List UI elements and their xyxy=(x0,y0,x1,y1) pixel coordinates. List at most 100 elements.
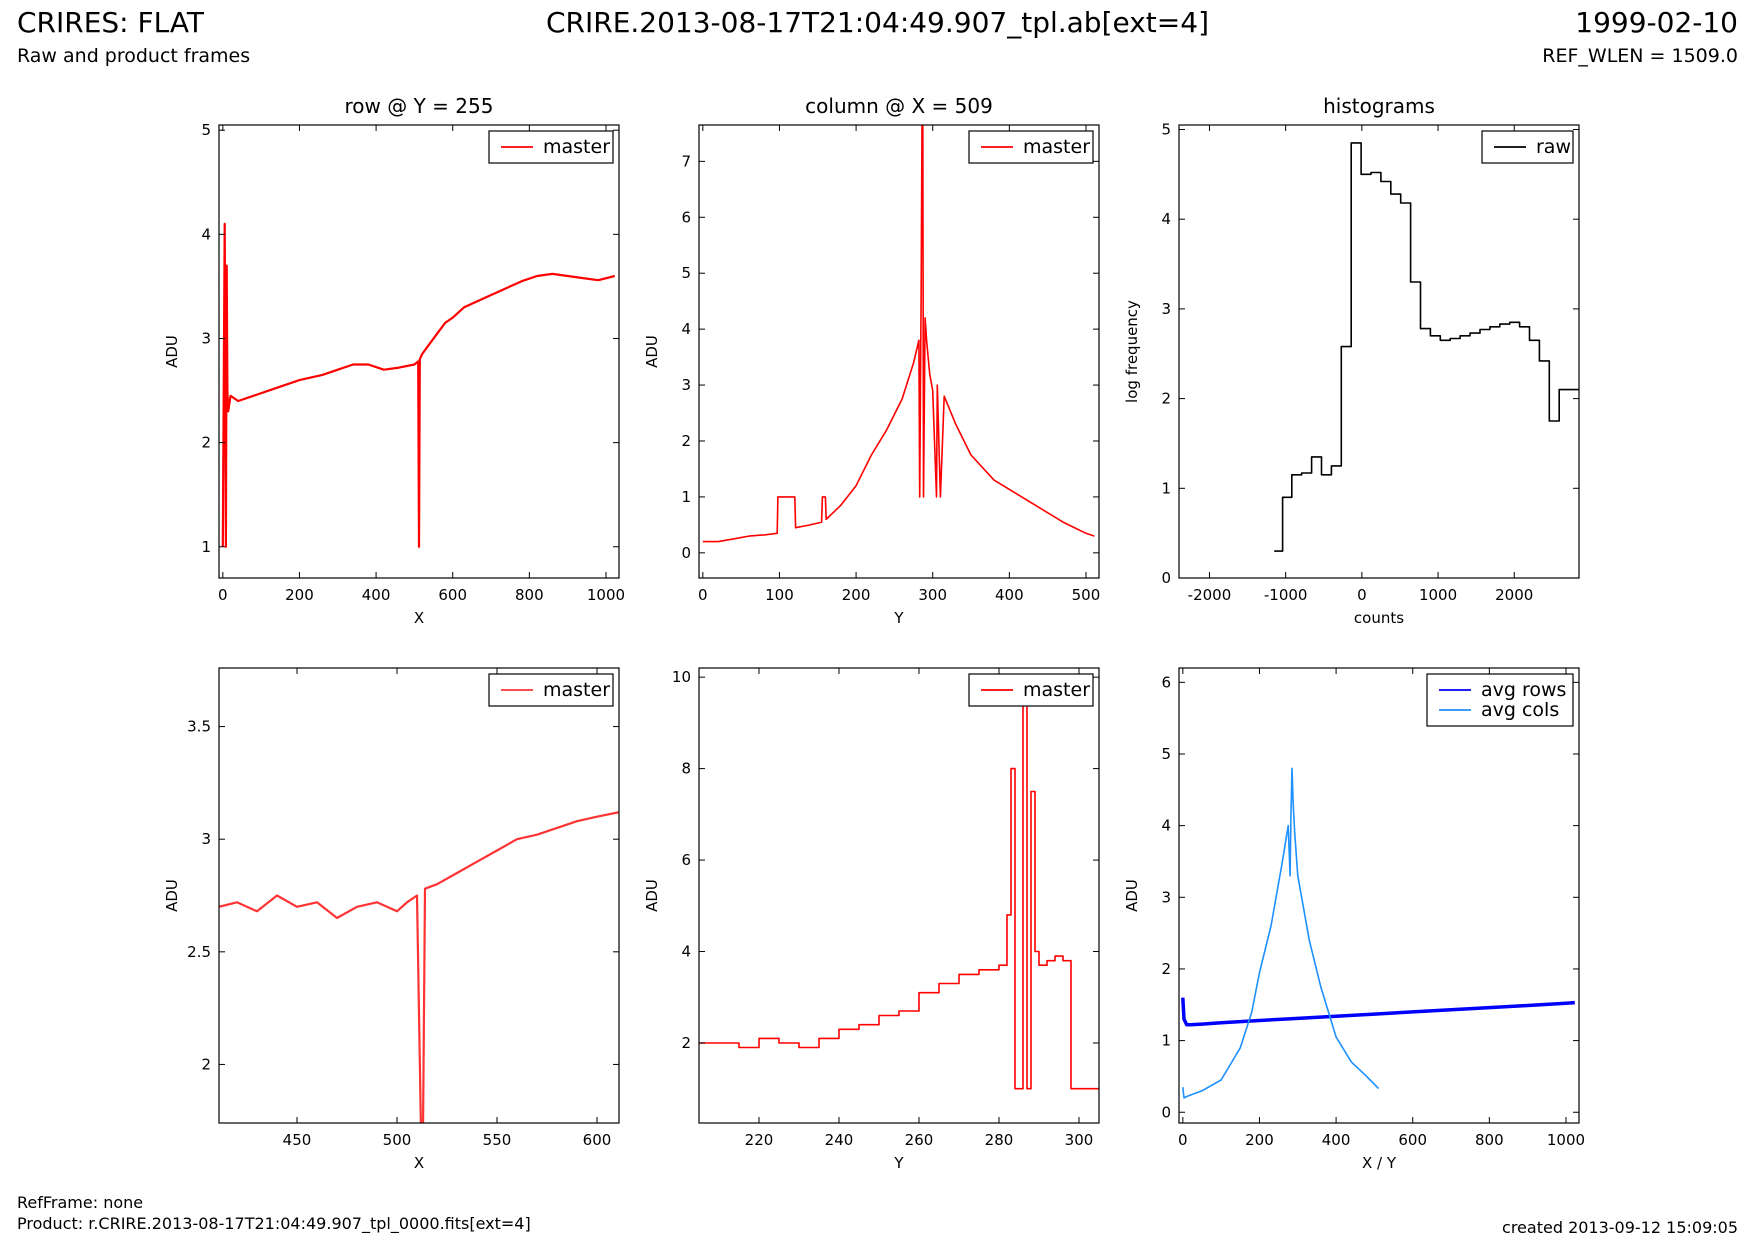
legend: master xyxy=(488,673,614,707)
x-tick-label: -1000 xyxy=(1264,586,1308,604)
y-axis-label: ADU xyxy=(163,879,181,912)
ref-frame-label: RefFrame: none xyxy=(17,1193,144,1212)
chart-histograms: -2000 -1000 0 1000 2000 0 1 2 3 4 5 histograms count… xyxy=(1123,94,1580,627)
y-tick-label: 4 xyxy=(1161,817,1171,835)
y-tick-label: 7 xyxy=(681,152,691,170)
plot-frame xyxy=(698,124,1100,579)
series-line-master xyxy=(219,811,619,1123)
x-tick-label: 800 xyxy=(1475,1131,1504,1149)
legend-label: master xyxy=(543,679,610,701)
y-tick-label: 1 xyxy=(1161,479,1171,497)
x-tick-label: 220 xyxy=(745,1131,774,1149)
plot-frame xyxy=(1178,124,1580,579)
x-tick-label: 260 xyxy=(905,1131,934,1149)
y-tick-label: 0 xyxy=(1161,569,1171,587)
x-tick-label: 200 xyxy=(1245,1131,1274,1149)
legend: raw xyxy=(1481,130,1574,164)
plot-frame xyxy=(698,667,1100,1124)
x-tick-label: 600 xyxy=(438,586,467,604)
legend-label: master xyxy=(1023,679,1090,701)
y-tick-label: 0 xyxy=(681,544,691,562)
y-tick-label: 2 xyxy=(1161,960,1171,978)
chart-averages: 0 200 400 600 800 1000 0 1 2 3 4 5 6 X / Y ADU avg rows… xyxy=(1123,667,1585,1172)
x-axis-label: X / Y xyxy=(1362,1154,1397,1172)
chart-title: column @ X = 509 xyxy=(805,94,993,118)
series-line-master xyxy=(221,222,616,548)
x-tick-label: 280 xyxy=(985,1131,1014,1149)
y-tick-label: 2 xyxy=(1161,390,1171,408)
y-axis-label: ADU xyxy=(163,335,181,368)
y-tick-label: 2 xyxy=(681,1034,691,1052)
x-tick-label: 240 xyxy=(825,1131,854,1149)
chart-row-zoom: 450 500 550 600 2 2.5 3 3.5 X ADU master xyxy=(163,667,620,1172)
y-tick-label: 2 xyxy=(681,432,691,450)
x-tick-label: -2000 xyxy=(1188,586,1232,604)
series-line-avg-rows xyxy=(1181,997,1575,1027)
x-tick-label: 0 xyxy=(1178,1131,1188,1149)
y-tick-label: 6 xyxy=(681,208,691,226)
legend: master xyxy=(488,130,614,164)
legend: master xyxy=(968,130,1094,164)
plot-frame xyxy=(1178,667,1580,1124)
y-axis-label: ADU xyxy=(643,879,661,912)
y-tick-label: 4 xyxy=(1161,210,1171,228)
y-tick-label: 0 xyxy=(1161,1103,1171,1121)
x-tick-label: 1000 xyxy=(1419,586,1457,604)
x-axis-label: X xyxy=(414,1154,424,1172)
x-axis-label: X xyxy=(414,609,424,627)
chart-title: histograms xyxy=(1323,94,1435,118)
x-tick-label: 550 xyxy=(483,1131,512,1149)
chart-row: 0 200 400 600 800 1000 1 2 3 4 5 row @ Y = 255 X ADU m… xyxy=(163,94,625,627)
x-tick-label: 1000 xyxy=(587,586,625,604)
y-tick-label: 5 xyxy=(201,121,211,139)
plot-frame xyxy=(218,667,620,1124)
legend-label: master xyxy=(543,136,610,158)
series-line-master xyxy=(699,694,1099,1090)
legend-label: raw xyxy=(1536,136,1571,158)
x-tick-label: 500 xyxy=(383,1131,412,1149)
x-tick-label: 400 xyxy=(362,586,391,604)
y-tick-label: 8 xyxy=(681,760,691,778)
chart-column: 0 100 200 300 400 500 0 1 2 3 4 5 6 7 column @ X = 509… xyxy=(643,94,1100,627)
x-tick-label: 200 xyxy=(285,586,314,604)
series-line-master xyxy=(702,125,1095,543)
y-tick-label: 3 xyxy=(1161,888,1171,906)
plot-frame xyxy=(218,124,620,579)
observation-date: 1999-02-10 xyxy=(1575,6,1738,39)
x-axis-label: counts xyxy=(1354,609,1404,627)
x-tick-label: 1000 xyxy=(1547,1131,1585,1149)
x-tick-label: 450 xyxy=(283,1131,312,1149)
product-label: Product: r.CRIRE.2013-08-17T21:04:49.907… xyxy=(17,1214,531,1233)
y-tick-label: 1 xyxy=(681,488,691,506)
x-tick-label: 200 xyxy=(842,586,871,604)
x-tick-label: 100 xyxy=(765,586,794,604)
x-tick-label: 400 xyxy=(995,586,1024,604)
legend-label: avg rows xyxy=(1481,679,1566,701)
y-axis-label: log frequency xyxy=(1123,300,1141,403)
y-tick-label: 5 xyxy=(1161,120,1171,138)
legend-box xyxy=(1426,673,1574,727)
x-tick-label: 0 xyxy=(218,586,228,604)
x-tick-label: 600 xyxy=(1398,1131,1427,1149)
x-tick-label: 300 xyxy=(1065,1131,1094,1149)
x-tick-label: 800 xyxy=(515,586,544,604)
x-tick-label: 300 xyxy=(918,586,947,604)
y-tick-label: 2 xyxy=(201,434,211,452)
y-axis-label: ADU xyxy=(1123,879,1141,912)
legend: master xyxy=(968,673,1094,707)
x-tick-label: 600 xyxy=(583,1131,612,1149)
y-tick-label: 6 xyxy=(1161,673,1171,691)
legend-label: avg cols xyxy=(1481,699,1559,721)
x-tick-label: 400 xyxy=(1322,1131,1351,1149)
y-tick-label: 2 xyxy=(201,1055,211,1073)
x-tick-label: 0 xyxy=(698,586,708,604)
y-tick-label: 3 xyxy=(201,329,211,347)
y-tick-label: 3 xyxy=(681,376,691,394)
y-tick-label: 3.5 xyxy=(187,718,211,736)
chart-title: row @ Y = 255 xyxy=(345,94,494,118)
y-tick-label: 5 xyxy=(1161,745,1171,763)
y-tick-label: 2.5 xyxy=(187,943,211,961)
y-tick-label: 1 xyxy=(1161,1032,1171,1050)
